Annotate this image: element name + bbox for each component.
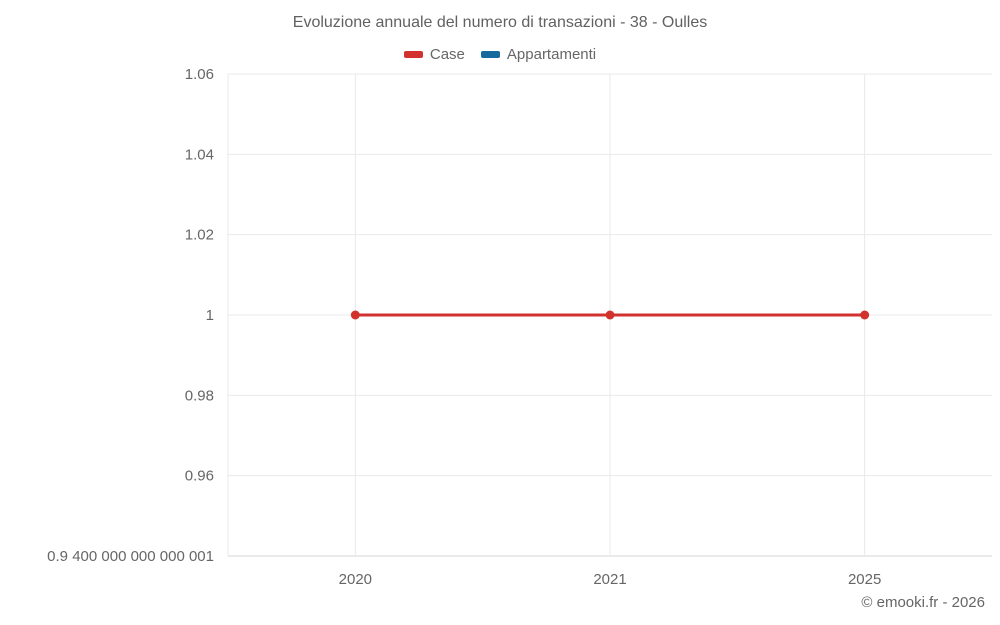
- data-point-case-2020[interactable]: [350, 310, 360, 320]
- y-axis-tick-label: 0.9 400 000 000 000 001: [47, 548, 214, 565]
- x-axis-tick-label: 2020: [339, 571, 372, 588]
- attribution-text: © emooki.fr - 2026: [861, 594, 985, 611]
- x-axis-tick-label: 2021: [593, 571, 626, 588]
- y-axis-tick-label: 1.06: [185, 66, 214, 83]
- x-axis-tick-label: 2025: [848, 571, 881, 588]
- legend-label-appartamenti: Appartamenti: [506, 46, 597, 63]
- data-point-case-2021[interactable]: [605, 310, 615, 320]
- y-axis-tick-label: 1: [206, 307, 214, 324]
- chart-legend: Case Appartamenti: [0, 46, 1000, 63]
- y-axis-tick-label: 1.04: [185, 146, 214, 163]
- chart-title: Evoluzione annuale del numero di transaz…: [292, 14, 708, 31]
- legend-item-case[interactable]: Case: [403, 46, 465, 63]
- y-axis-tick-label: 1.02: [185, 227, 214, 244]
- appartamenti-series-swatch-icon: [480, 51, 500, 58]
- case-series-swatch-icon: [403, 51, 423, 58]
- y-axis-tick-label: 0.96: [185, 468, 214, 485]
- legend-label-case: Case: [429, 46, 465, 63]
- y-axis-tick-label: 0.98: [185, 387, 214, 404]
- data-point-case-2025[interactable]: [860, 310, 870, 320]
- legend-item-appartamenti[interactable]: Appartamenti: [480, 46, 597, 63]
